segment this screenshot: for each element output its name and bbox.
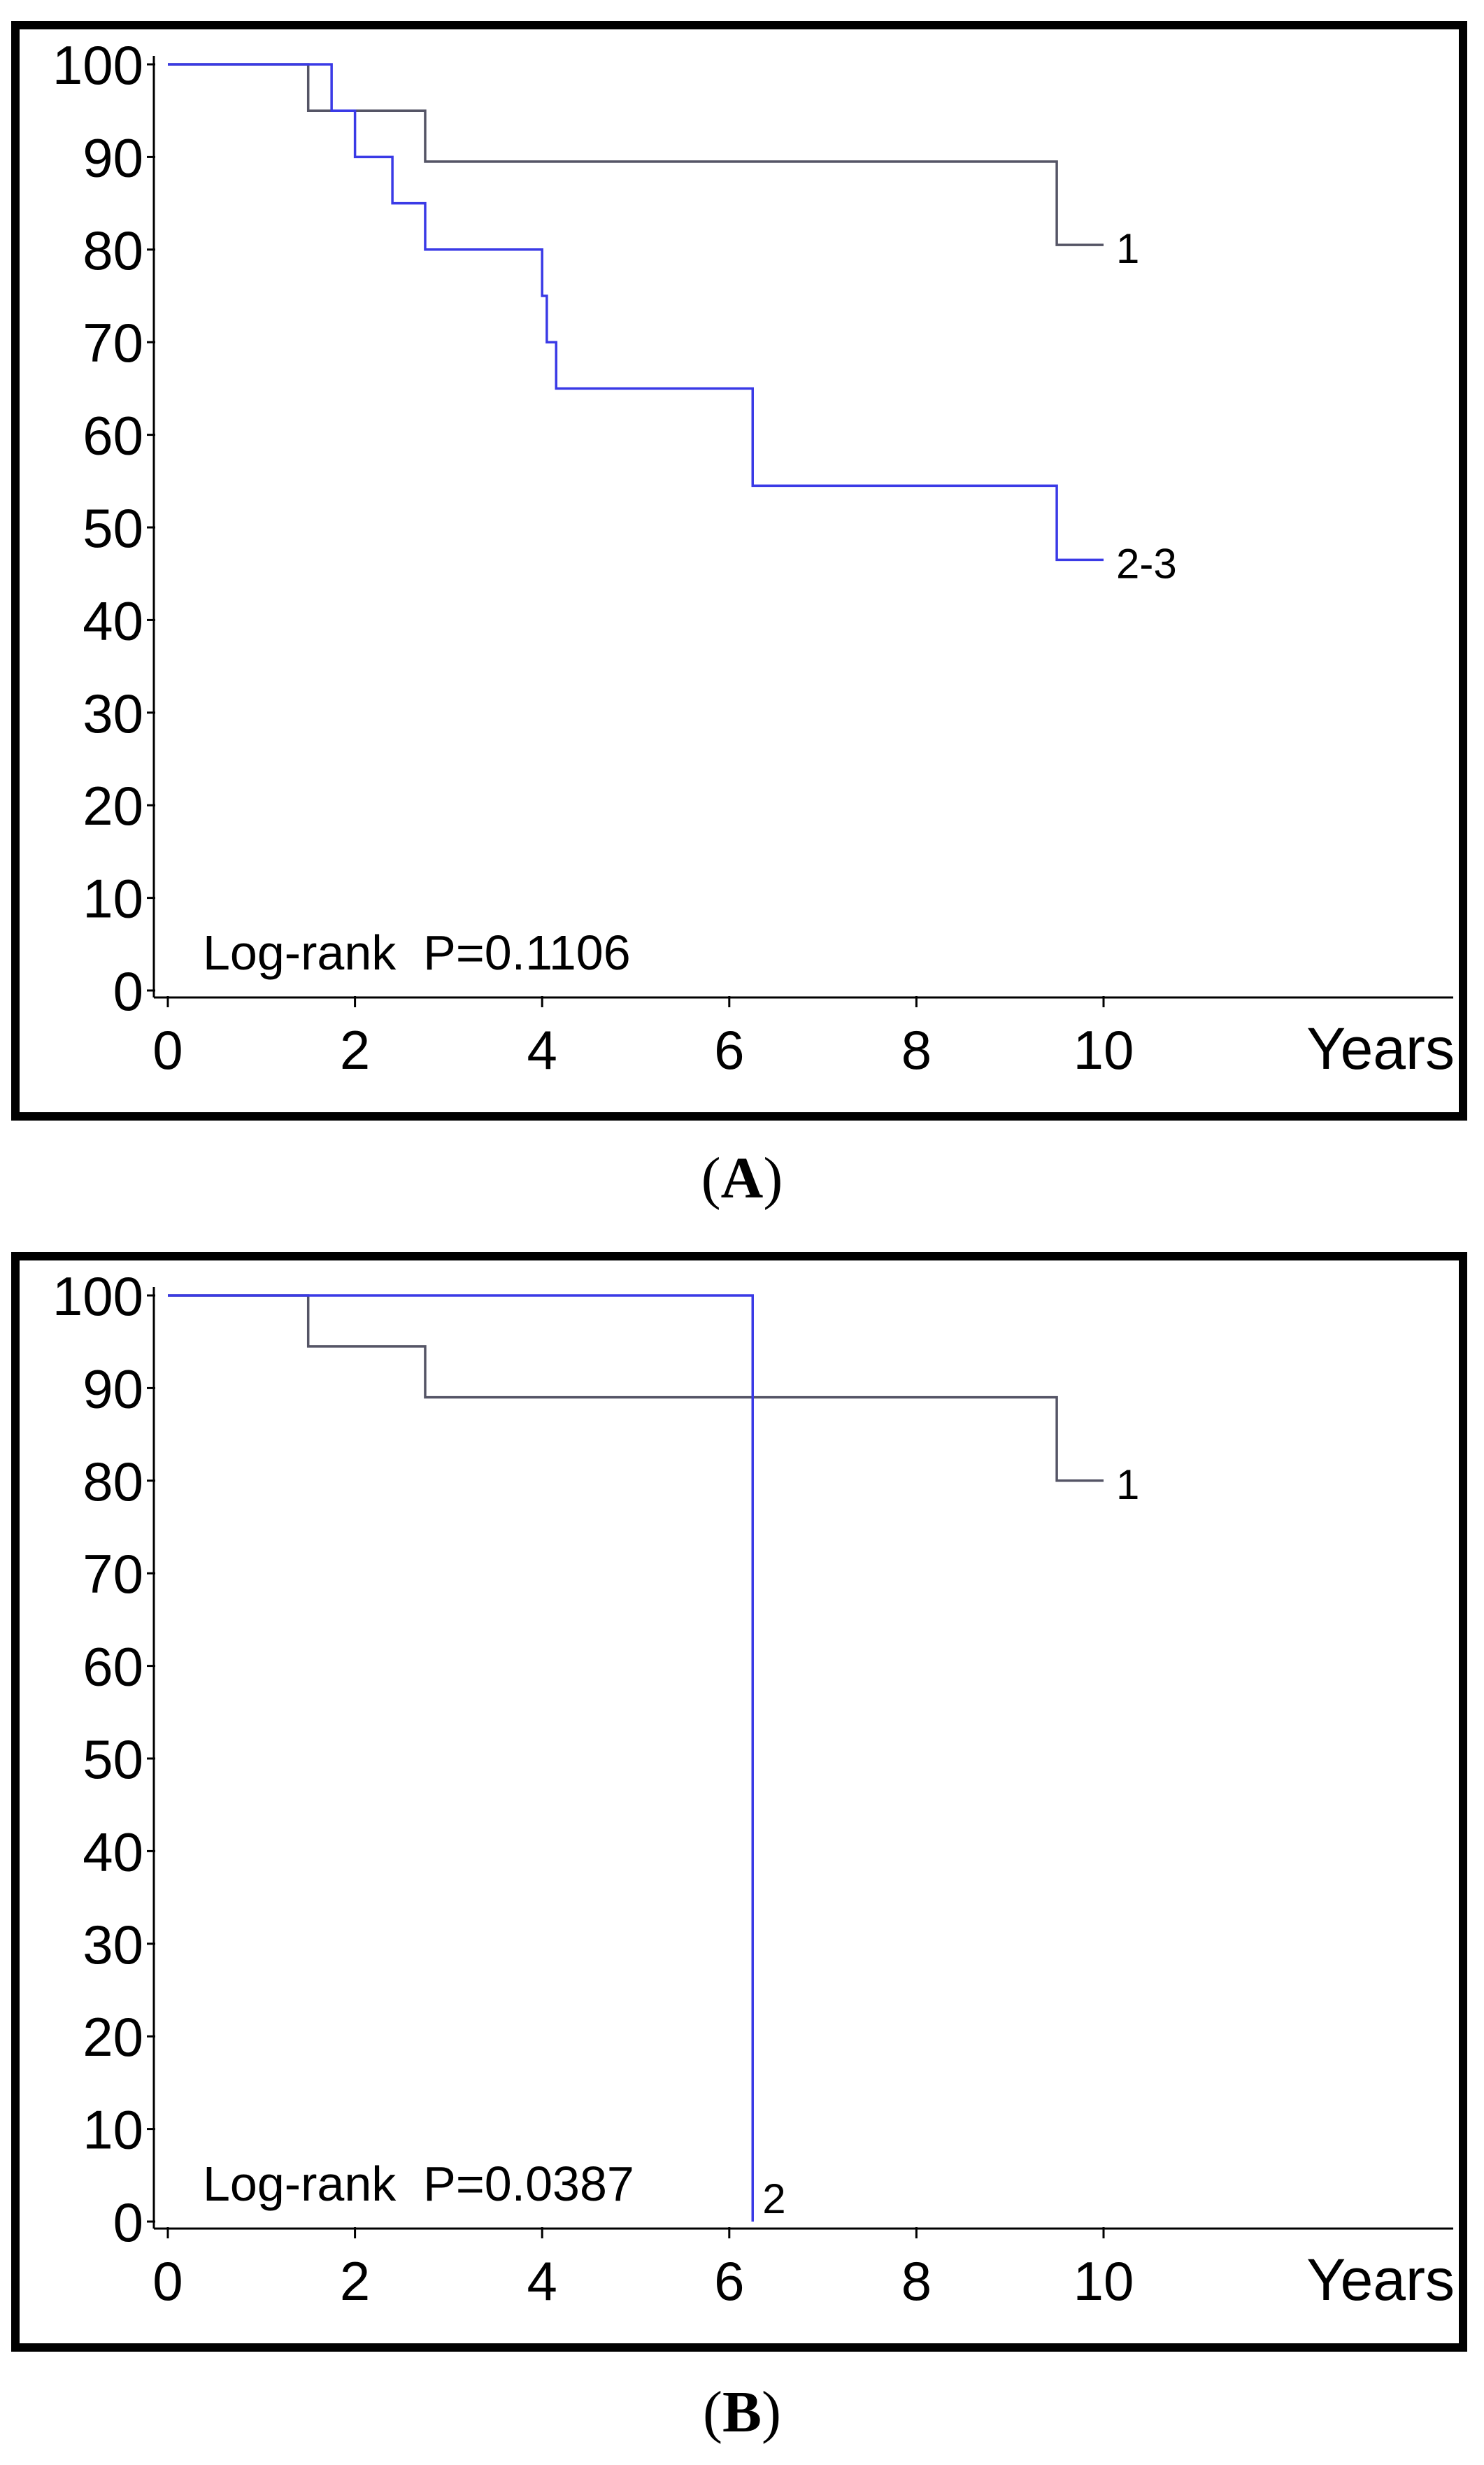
chart-a-x-axis-label: Years xyxy=(1306,1016,1455,1081)
chart-b-x-tick-label: 8 xyxy=(901,2250,932,2312)
chart-a-x-tick-label: 6 xyxy=(714,1019,744,1081)
chart-a-y-tick-label: 10 xyxy=(83,868,143,930)
chart-a-x-tick-label: 10 xyxy=(1073,1019,1134,1081)
chart-b-series-line-1 xyxy=(168,1294,1104,1482)
chart-b-y-tick-label: 60 xyxy=(83,1636,143,1698)
panel-a: 0 10 20 30 40 50 60 70 80 90 100 0 2 4 6 8 10 Years Log-ra… xyxy=(0,0,1484,1133)
chart-b: 0 10 20 30 40 50 60 70 80 90 100 0 2 4 6 8 10 Years Log-ra… xyxy=(11,1252,1467,2352)
chart-a-y-tick-label: 80 xyxy=(83,220,143,281)
chart-a-y-tick-label: 20 xyxy=(83,775,143,837)
caption-b: (B) xyxy=(703,2380,781,2445)
chart-a-y-tick-label: 70 xyxy=(83,312,143,374)
chart-a-series-line-1 xyxy=(168,63,1104,246)
chart-b-frame xyxy=(11,1252,1467,2352)
chart-b-y-tick-label: 20 xyxy=(83,2006,143,2068)
chart-b-y-tick-label: 90 xyxy=(83,1358,143,1419)
chart-b-y-tick-label: 70 xyxy=(83,1543,143,1605)
chart-a-logrank-annotation: Log-rank P=0.1106 xyxy=(203,925,631,980)
chart-a-series-line-2-3 xyxy=(168,63,1104,562)
chart-a-frame xyxy=(11,21,1467,1121)
chart-b-y-tick-label: 80 xyxy=(83,1451,143,1512)
chart-b-logrank-annotation: Log-rank P=0.0387 xyxy=(203,2157,634,2211)
chart-a: 0 10 20 30 40 50 60 70 80 90 100 0 2 4 6 8 10 Years Log-ra… xyxy=(11,21,1467,1121)
caption-a: (A) xyxy=(701,1146,783,1211)
panel-b: 0 10 20 30 40 50 60 70 80 90 100 0 2 4 6 8 10 Years Log-ra… xyxy=(0,1231,1484,2364)
chart-a-y-tick-label: 50 xyxy=(83,497,143,559)
chart-b-x-tick-label: 10 xyxy=(1073,2250,1134,2312)
caption-b-label: B xyxy=(722,2380,762,2445)
chart-a-y-tick-label: 90 xyxy=(83,127,143,188)
chart-b-y-tick-label: 10 xyxy=(83,2099,143,2161)
caption-a-label: A xyxy=(720,1146,764,1211)
chart-a-x-tick-label: 8 xyxy=(901,1019,932,1081)
chart-b-y-tick-label: 100 xyxy=(52,1265,143,1327)
chart-a-y-tick-label: 0 xyxy=(113,960,143,1022)
chart-a-y-tick-label: 100 xyxy=(52,34,143,96)
chart-b-x-axis-label: Years xyxy=(1306,2247,1455,2313)
chart-b-series-label: 2 xyxy=(762,2175,785,2222)
chart-b-series-label: 1 xyxy=(1116,1461,1139,1508)
chart-a-series-label: 2-3 xyxy=(1116,540,1177,587)
chart-b-y-tick-label: 30 xyxy=(83,1914,143,1975)
chart-b-y-tick-label: 40 xyxy=(83,1821,143,1882)
chart-a-series-label: 1 xyxy=(1116,225,1139,272)
chart-a-y-tick-label: 30 xyxy=(83,683,143,744)
chart-a-x-tick-label: 4 xyxy=(527,1019,557,1081)
chart-a-y-tick-label: 60 xyxy=(83,405,143,467)
chart-b-y-tick-label: 50 xyxy=(83,1728,143,1790)
chart-a-y-tick-label: 40 xyxy=(83,590,143,651)
chart-a-x-tick-label: 2 xyxy=(340,1019,370,1081)
chart-b-x-tick-label: 2 xyxy=(340,2250,370,2312)
chart-b-x-tick-label: 6 xyxy=(714,2250,744,2312)
chart-a-x-tick-label: 0 xyxy=(152,1019,183,1081)
chart-b-x-tick-label: 0 xyxy=(152,2250,183,2312)
chart-b-series-line-2 xyxy=(168,1294,754,2222)
chart-b-y-tick-label: 0 xyxy=(113,2191,143,2253)
chart-b-x-tick-label: 4 xyxy=(527,2250,557,2312)
